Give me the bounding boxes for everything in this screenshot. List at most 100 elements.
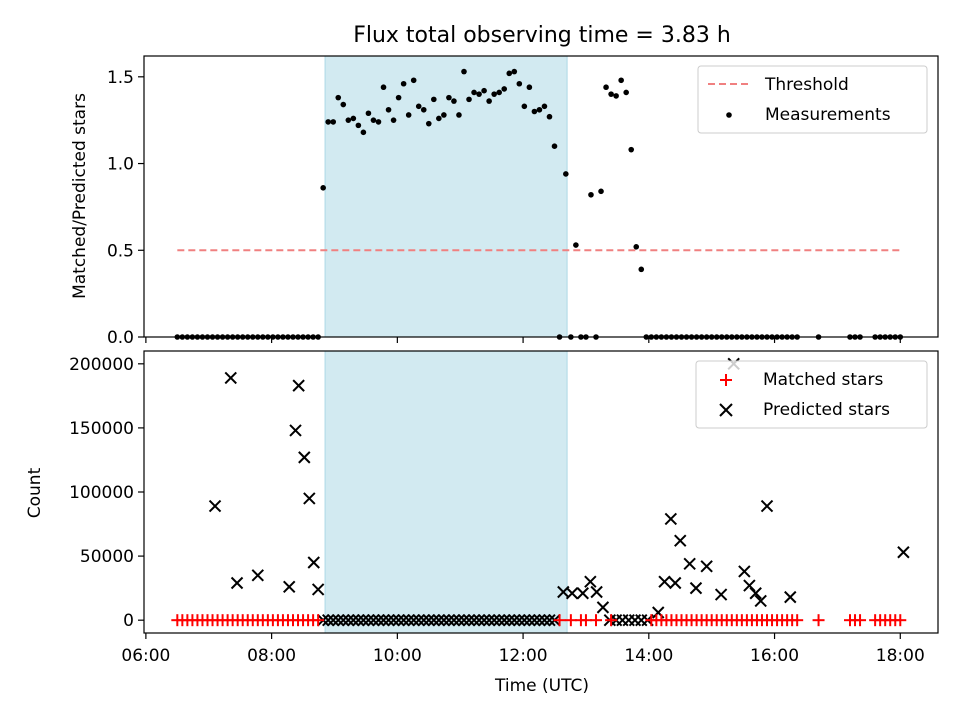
x-tick-label: 10:00 [373,646,422,666]
measurement-point [526,84,533,91]
highlight-span-top [324,55,568,338]
matched-star-point [605,614,618,627]
predicted-star-point [382,613,395,627]
legend-bottom: Matched stars Predicted stars [695,360,928,429]
predicted-star-point [230,576,244,590]
predicted-star-point [452,613,466,627]
predicted-star-point [584,575,597,588]
measurement-point [345,117,352,123]
predicted-star-point [467,613,481,627]
measurement-point [395,94,402,101]
highlight-span-bottom [324,350,568,634]
y-bottom-tick-label: 100000 [69,483,134,503]
predicted-star-point [332,613,345,627]
legend-swatch-predicted [719,403,733,417]
predicted-star-point [538,613,551,627]
predicted-star-point [289,424,302,437]
predicted-star-point [417,613,430,627]
legend-label-predicted: Predicted stars [763,400,890,420]
predicted-star-point [760,499,774,513]
measurement-point [613,93,619,99]
legend-label-measurements: Measurements [765,105,891,125]
measurement-point [415,103,422,110]
y-axis-label-bottom: Count [25,467,45,518]
y-top-tick-label: 1.0 [107,155,134,175]
measurement-point [476,91,482,97]
predicted-star-point [513,613,526,627]
measurement-point [360,129,367,136]
predicted-star-point [392,613,405,627]
measurement-point [451,98,457,104]
legend-swatch-matched [720,374,732,386]
predicted-star-point [664,512,678,526]
observing-span [324,55,568,338]
measurement-point [390,117,397,123]
predicted-star-point [311,583,325,596]
matched-star-point [553,614,566,627]
predicted-star-point [503,613,516,627]
measurement-point [425,120,432,127]
predicted-stars-markers [208,357,910,627]
measurement-point [375,119,382,125]
measurement-point [431,96,437,103]
predicted-star-point [487,613,501,627]
y-ticks-top: 0.0 0.5 1.0 1.5 [107,68,144,348]
predicted-star-point [422,613,435,627]
measurement-point [603,84,609,91]
predicted-star-point [283,580,296,594]
y-bottom-tick-label: 200000 [69,355,134,375]
predicted-star-point [307,556,320,569]
measurement-point [573,242,579,248]
measurement-point [436,115,442,122]
measurement-point [481,87,487,94]
measurement-point [380,84,387,91]
predicted-star-point [372,613,385,627]
predicted-star-point [658,575,671,588]
predicted-star-point [321,613,335,627]
measurement-point [551,143,558,149]
measurement-point [370,117,377,123]
predicted-star-point [377,613,390,627]
predicted-star-point [292,379,305,392]
matched-stars-markers [171,614,907,627]
predicted-star-point [754,594,767,608]
measurement-point [365,110,372,117]
predicted-star-point [362,613,375,627]
measurement-point [598,188,604,195]
predicted-star-point [738,565,751,578]
predicted-star-point [528,613,541,627]
measurement-point [608,91,614,97]
measurement-point [385,106,392,113]
legend-swatch-measurements [726,112,732,118]
observing-span [324,350,568,634]
matched-star-point [579,614,592,627]
measurement-point [511,68,518,75]
predicted-star-point [397,613,410,627]
legend-box-bottom [695,360,928,429]
x-tick-label: 12:00 [499,646,548,666]
measurement-point [400,80,407,87]
predicted-star-point [442,613,456,627]
predicted-star-point [437,613,451,627]
predicted-star-point [347,613,360,627]
y-ticks-bottom: 0 50000 100000 150000 200000 [69,355,144,631]
predicted-star-point [518,613,531,627]
predicted-star-point [457,613,471,627]
predicted-star-point [472,613,486,627]
measurement-point [501,86,508,92]
panel-ratio: 0.0 0.5 1.0 1.5 Matched/Predicted stars Thr… [70,55,939,348]
predicted-star-point [714,588,728,601]
predicted-star-point [523,613,536,627]
y-axis-label-top: Matched/Predicted stars [70,93,90,299]
predicted-star-point [427,613,441,627]
measurement-point [456,112,462,118]
measurement-point [461,68,467,75]
legend-label-matched: Matched stars [763,370,883,390]
measurement-point [355,122,362,129]
measurement-point [335,94,342,101]
predicted-star-point [462,613,476,627]
predicted-star-point [327,613,340,627]
measurement-point [623,89,629,96]
predicted-star-point [432,613,446,627]
predicted-star-point [407,613,420,627]
